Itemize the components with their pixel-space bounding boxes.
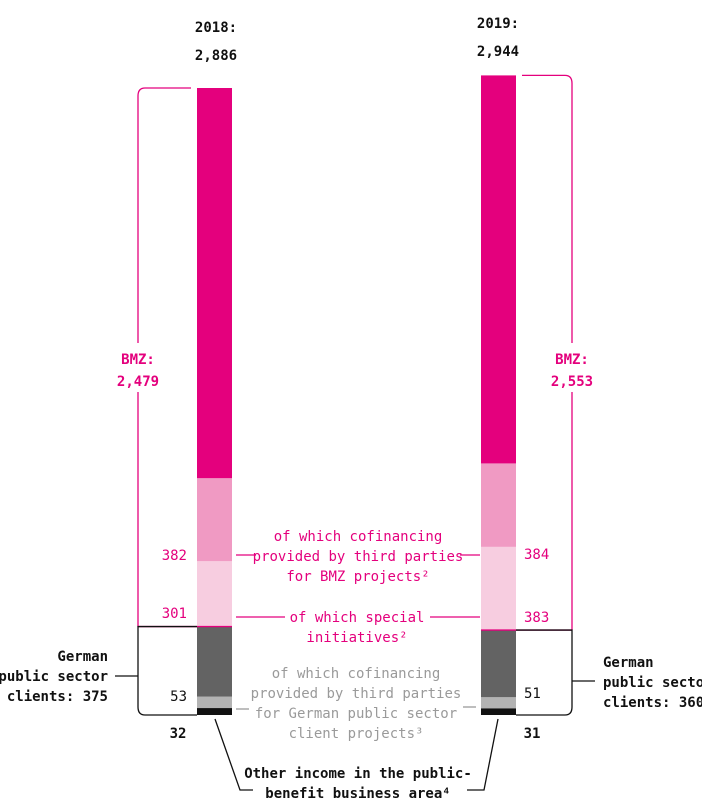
value-label-2018-cofinancing-german: 53 xyxy=(170,689,187,705)
bar-segment-2019-3 xyxy=(481,546,516,631)
bar-segment-2019-5 xyxy=(481,75,516,464)
bar-segment-2019-0 xyxy=(481,708,516,715)
annotation-other-income-line1: Other income in the public- xyxy=(244,766,472,782)
annotation-special-initiatives-line1: of which special xyxy=(290,610,425,626)
bracket-bmz-2019-top xyxy=(522,74,573,343)
german-label-2018-line2: public sector xyxy=(0,669,108,685)
bar-segment-2019-4 xyxy=(481,463,516,547)
value-label-2019-special-initiatives: 383 xyxy=(524,610,549,626)
german-label-2018-line1: German xyxy=(57,649,108,665)
value-label-2019-cofinancing-bmz: 384 xyxy=(524,547,549,563)
bar-segment-2018-2 xyxy=(197,626,232,697)
bar-segment-2018-3 xyxy=(197,561,232,627)
bracket-german-2018 xyxy=(137,625,197,716)
annotation-other-income-line2: benefit business area⁴ xyxy=(265,786,450,802)
annotation-cofinancing-german-line1: of which cofinancing xyxy=(272,666,441,682)
connector-other-income-right xyxy=(467,718,499,791)
brackets-layer xyxy=(115,74,595,791)
annotation-cofinancing-bmz-line2: provided by third parties xyxy=(253,549,464,565)
total-label-2019-year: 2019: xyxy=(477,16,519,32)
bmz-label-2018-title: BMZ: xyxy=(121,352,155,368)
annotation-cofinancing-bmz-line1: of which cofinancing xyxy=(274,529,443,545)
value-label-2019-other-income: 31 xyxy=(524,726,541,742)
annotation-special-initiatives: of which special initiatives² xyxy=(290,610,425,646)
annotation-special-initiatives-line2: initiatives² xyxy=(306,630,407,646)
bracket-german-2019-tick-base xyxy=(516,629,573,716)
value-label-2018-special-initiatives: 301 xyxy=(162,606,187,622)
bmz-label-2019-value: 2,553 xyxy=(551,374,593,390)
total-label-2019-value: 2,944 xyxy=(477,44,519,60)
bar-segment-2018-4 xyxy=(197,478,232,562)
annotation-cofinancing-bmz-line3: for BMZ projects² xyxy=(286,569,429,585)
annotation-cofinancing-bmz: of which cofinancing provided by third p… xyxy=(253,529,464,585)
german-label-2019-line1: German xyxy=(603,655,654,671)
value-label-2019-cofinancing-german: 51 xyxy=(524,686,541,702)
bar-segment-2018-0 xyxy=(197,708,232,715)
bar-segment-2019-2 xyxy=(481,630,516,698)
total-label-2018-value: 2,886 xyxy=(195,48,237,64)
bar-segment-2019-1 xyxy=(481,697,516,709)
bmz-label-2018-value: 2,479 xyxy=(117,374,159,390)
value-label-2018-cofinancing-bmz: 382 xyxy=(162,548,187,564)
german-label-2019-line3: clients: 360 xyxy=(603,695,702,711)
bracket-bmz-2018-top xyxy=(137,87,191,343)
annotation-cofinancing-german: of which cofinancing provided by third p… xyxy=(251,666,462,742)
bar-segment-2018-5 xyxy=(197,88,232,479)
bars-layer xyxy=(197,75,516,715)
total-label-2018-year: 2018: xyxy=(195,20,237,36)
annotation-cofinancing-german-line3: for German public sector xyxy=(255,706,457,722)
bmz-label-2019-title: BMZ: xyxy=(555,352,589,368)
german-label-2018-line3: clients: 375 xyxy=(7,689,108,705)
annotation-cofinancing-german-line2: provided by third parties xyxy=(251,686,462,702)
value-label-2018-other-income: 32 xyxy=(170,726,187,742)
annotation-other-income: Other income in the public- benefit busi… xyxy=(244,766,472,802)
german-label-2019-line2: public sector xyxy=(603,675,702,691)
bar-segment-2018-1 xyxy=(197,696,232,709)
connector-other-income-left xyxy=(214,718,253,791)
annotation-cofinancing-german-line4: client projects³ xyxy=(289,726,424,742)
